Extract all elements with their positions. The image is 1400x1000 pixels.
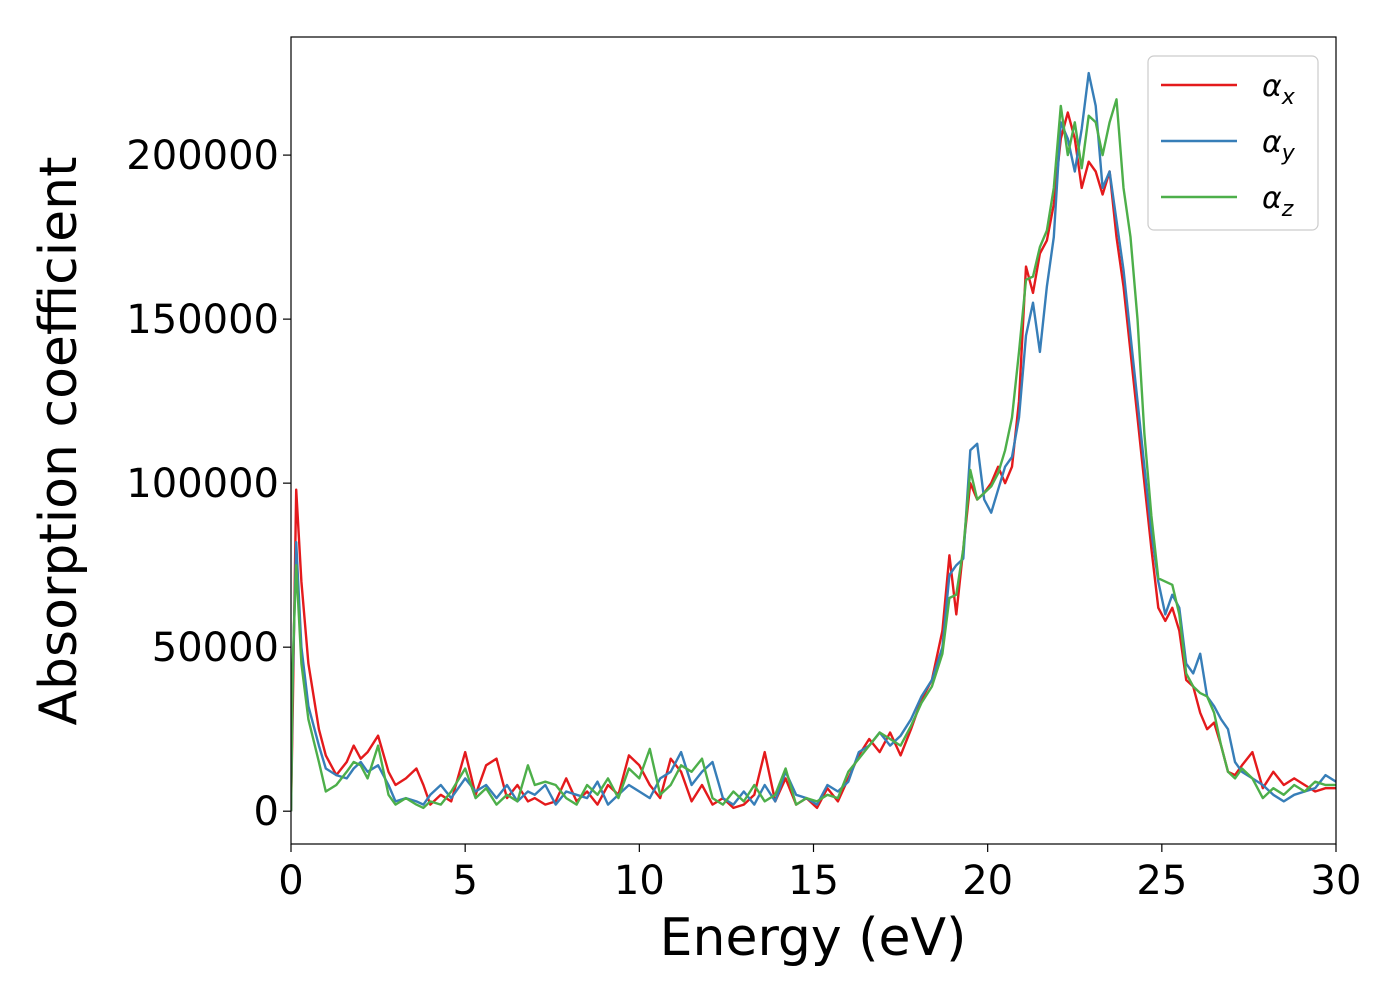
x-tick-label: 30 (1311, 858, 1362, 904)
y-tick-label: 0 (254, 789, 279, 835)
x-axis: 0 5 10 15 20 25 30 (278, 844, 1361, 904)
y-axis-title: Absorption coefficient (29, 156, 89, 725)
x-tick-label: 25 (1136, 858, 1187, 904)
x-axis-title: Energy (eV) (660, 908, 967, 968)
series-line-x (291, 111, 1336, 812)
y-tick-label: 50000 (152, 625, 279, 671)
legend-label-x: αx (1262, 69, 1296, 110)
y-tick-label: 150000 (126, 297, 279, 343)
x-tick-label: 5 (452, 858, 477, 904)
y-axis: 0 50000 100000 150000 200000 (126, 133, 291, 835)
legend-box (1147, 55, 1319, 231)
series-layer (291, 71, 1336, 812)
x-tick-label: 10 (614, 858, 665, 904)
x-tick-label: 20 (962, 858, 1013, 904)
legend-label-y: αy (1262, 125, 1296, 166)
series-line-z (291, 98, 1336, 812)
y-tick-label: 200000 (126, 133, 279, 179)
legend-label-z: αz (1262, 181, 1294, 222)
x-tick-label: 15 (788, 858, 839, 904)
y-tick-label: 100000 (126, 461, 279, 507)
legend: αx αy αz (1147, 55, 1319, 231)
series-line-y (291, 71, 1336, 812)
x-tick-label: 0 (278, 858, 303, 904)
